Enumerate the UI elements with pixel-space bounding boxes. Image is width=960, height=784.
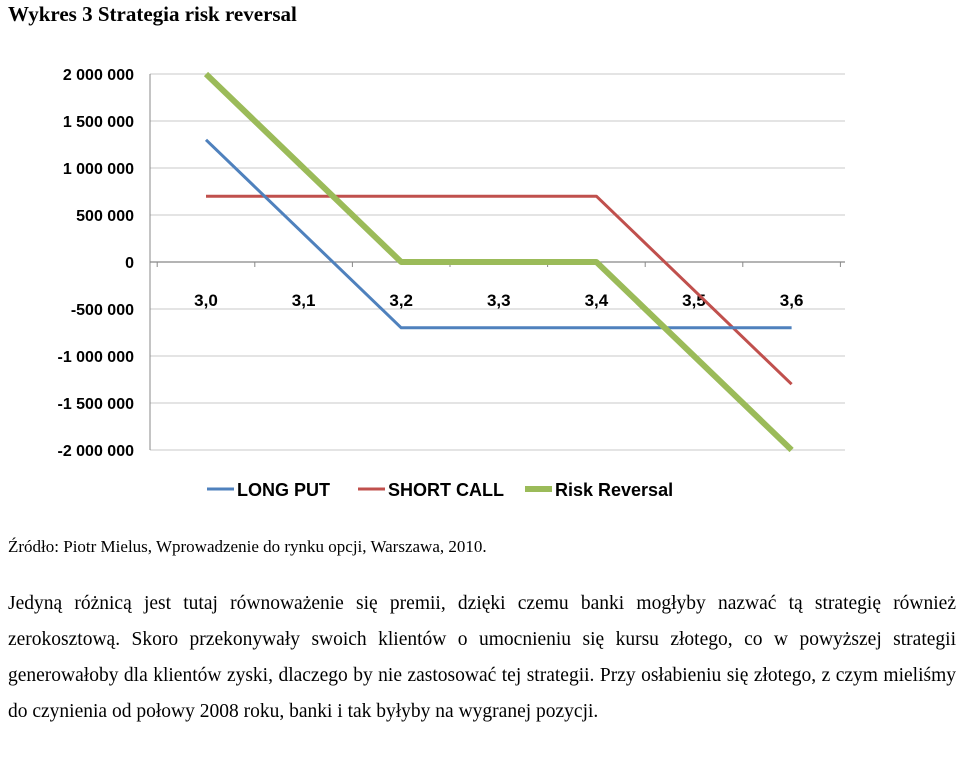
figure-heading: Wykres 3 Strategia risk reversal — [8, 2, 297, 26]
x-tick-label: 3,4 — [585, 291, 609, 310]
y-tick-label: -2 000 000 — [57, 443, 134, 460]
x-tick-label: 3,2 — [389, 291, 413, 310]
y-tick-label: 1 500 000 — [63, 114, 134, 131]
x-tick-label: 3,3 — [487, 291, 511, 310]
y-tick-label: -1 500 000 — [57, 396, 134, 413]
x-tick-label: 3,0 — [194, 291, 218, 310]
chart-series — [203, 71, 794, 453]
legend-label: SHORT CALL — [388, 480, 504, 500]
chart-legend: LONG PUT SHORT CALL Risk Reversal — [207, 480, 673, 500]
body-paragraph: Jedyną różnicą jest tutaj równoważenie s… — [8, 593, 956, 722]
risk-reversal-chart: 2 000 000 1 500 000 1 000 000 500 000 0 -500 … — [57, 67, 845, 500]
y-tick-label: 2 000 000 — [63, 67, 134, 84]
series-line-risk-reversal — [203, 71, 794, 453]
chart-axes: 2 000 000 1 500 000 1 000 000 500 000 0 -500 … — [57, 67, 845, 460]
y-tick-label: -1 000 000 — [57, 349, 134, 366]
x-tick-label: 3,6 — [780, 291, 804, 310]
y-tick-label: 0 — [125, 255, 134, 272]
figure-source: Źródło: Piotr Mielus, Wprowadzenie do ry… — [8, 537, 487, 556]
y-tick-label: 500 000 — [76, 208, 134, 225]
legend-label: Risk Reversal — [555, 480, 673, 500]
x-tick-label: 3,5 — [682, 291, 706, 310]
x-tick-label: 3,1 — [292, 291, 316, 310]
y-tick-label: 1 000 000 — [63, 161, 134, 178]
y-tick-label: -500 000 — [71, 302, 134, 319]
legend-label: LONG PUT — [237, 480, 330, 500]
